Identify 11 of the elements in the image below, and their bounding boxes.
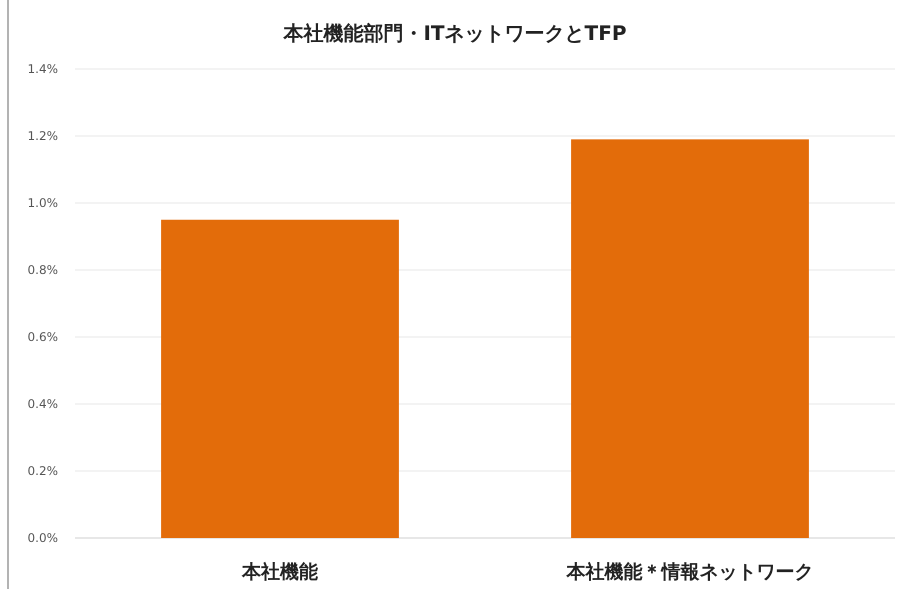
y-tick-label: 0.6%	[28, 330, 58, 344]
y-tick-label: 1.4%	[28, 62, 58, 76]
y-tick-label: 1.0%	[28, 196, 58, 210]
x-tick-label: 本社機能＊情報ネットワーク	[566, 561, 814, 583]
y-tick-label: 0.4%	[28, 397, 58, 411]
y-tick-label: 0.0%	[28, 531, 58, 545]
x-tick-label: 本社機能	[241, 561, 318, 583]
y-tick-label: 1.2%	[28, 129, 58, 143]
y-tick-label: 0.8%	[28, 263, 58, 277]
chart-title: 本社機能部門・ITネットワークとTFP	[282, 21, 627, 45]
y-tick-label: 0.2%	[28, 464, 58, 478]
